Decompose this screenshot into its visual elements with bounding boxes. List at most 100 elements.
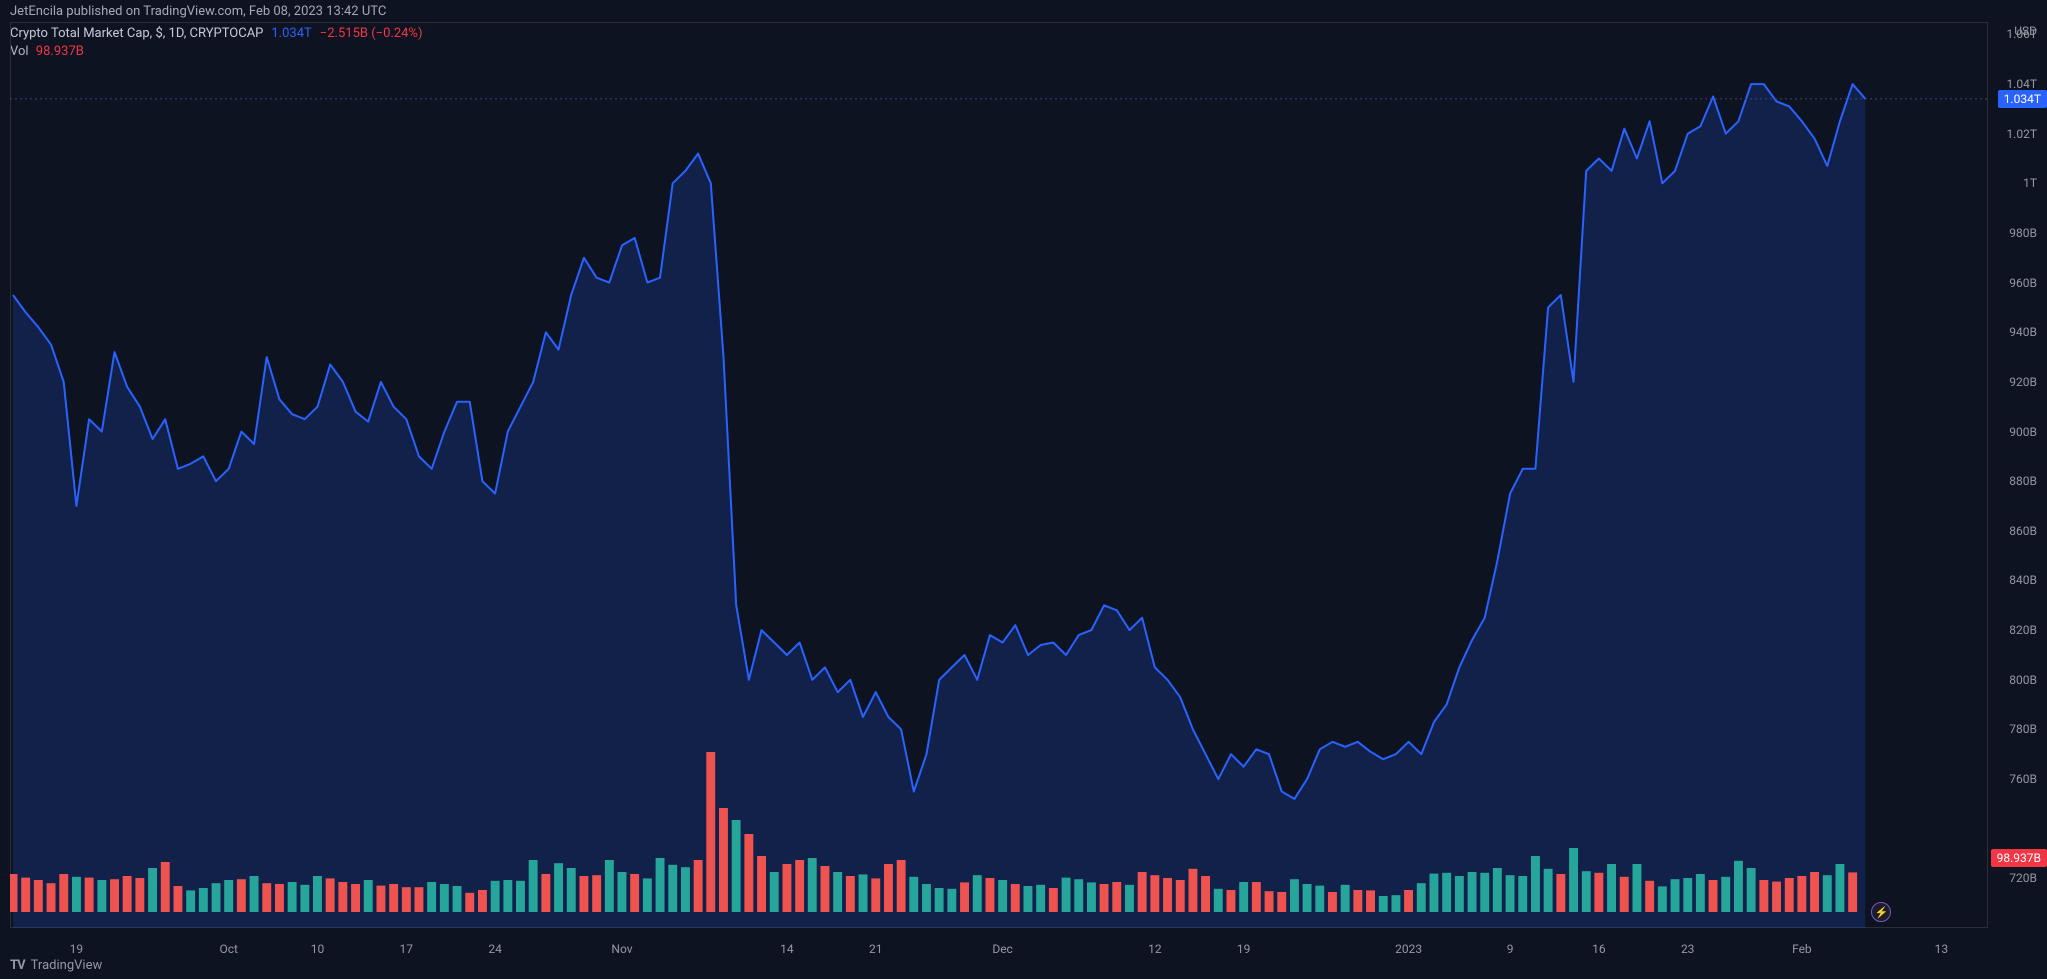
x-tick-label: 19 xyxy=(1237,942,1251,956)
volume-bar xyxy=(567,868,576,912)
y-tick-label: 1.04T xyxy=(2006,77,2037,91)
volume-bar xyxy=(503,880,512,912)
y-tick-label: 900B xyxy=(2009,425,2037,439)
volume-bar xyxy=(1430,874,1439,912)
volume-bar xyxy=(618,872,627,912)
volume-bar xyxy=(681,867,690,912)
volume-bar xyxy=(1620,877,1629,912)
volume-bar xyxy=(859,874,868,912)
volume-bar xyxy=(402,887,411,912)
volume-bar xyxy=(1315,886,1324,912)
volume-bar xyxy=(453,886,462,912)
volume-bar xyxy=(922,884,931,912)
volume-bar xyxy=(110,879,119,912)
volume-bar xyxy=(846,876,855,912)
volume-bar xyxy=(1734,861,1743,912)
volume-bar xyxy=(1721,877,1730,912)
volume-bar xyxy=(554,863,563,912)
volume-bar xyxy=(1290,879,1299,912)
volume-bar xyxy=(871,878,880,912)
y-tick-label: 940B xyxy=(2009,325,2037,339)
volume-bar xyxy=(123,876,132,912)
volume-bar xyxy=(186,890,195,912)
volume-bar xyxy=(199,888,208,912)
volume-bar xyxy=(1696,874,1705,912)
volume-bar xyxy=(770,872,779,912)
x-tick-label: 24 xyxy=(488,942,502,956)
volume-bar xyxy=(694,860,703,912)
volume-bar xyxy=(1366,890,1375,912)
volume-bar xyxy=(605,860,614,912)
x-tick-label: 16 xyxy=(1592,942,1606,956)
volume-bar xyxy=(541,874,550,912)
volume-bar xyxy=(1150,875,1159,912)
volume-bar xyxy=(1100,884,1109,912)
volume-bar xyxy=(1011,884,1020,912)
volume-bar xyxy=(1569,848,1578,912)
volume-bar xyxy=(1455,876,1464,912)
volume-bar xyxy=(212,883,221,912)
volume-bar xyxy=(97,880,106,912)
x-tick-label: 19 xyxy=(70,942,84,956)
volume-bar xyxy=(1506,875,1515,912)
volume-bar xyxy=(1785,878,1794,912)
footer-branding[interactable]: TV TradingView xyxy=(10,958,102,973)
x-tick-label: 21 xyxy=(869,942,883,956)
chart-plot[interactable] xyxy=(10,22,1988,928)
volume-bar xyxy=(148,868,157,912)
volume-bar xyxy=(1265,891,1274,912)
volume-bar xyxy=(1392,895,1401,912)
volume-bar xyxy=(1493,868,1502,912)
volume-bar xyxy=(1328,892,1337,912)
last-price-tag: 1.034T xyxy=(1998,90,2047,108)
volume-bar xyxy=(59,874,68,912)
volume-bar xyxy=(909,877,918,912)
y-tick-label: 980B xyxy=(2009,226,2037,240)
volume-bar xyxy=(1848,872,1857,912)
y-tick-label: 760B xyxy=(2009,772,2037,786)
y-tick-label: 920B xyxy=(2009,375,2037,389)
volume-bar xyxy=(833,872,842,912)
tradingview-label: TradingView xyxy=(31,958,103,973)
volume-bar xyxy=(1772,882,1781,912)
publish-info: JetEncila published on TradingView.com, … xyxy=(10,4,386,19)
volume-bar xyxy=(1176,880,1185,912)
volume-bar xyxy=(1518,876,1527,912)
volume-bar xyxy=(465,893,474,912)
tradingview-logo-icon: TV xyxy=(10,958,25,973)
volume-bar xyxy=(986,878,995,912)
volume-bar xyxy=(326,878,335,912)
volume-bar xyxy=(1442,873,1451,912)
y-tick-label: 860B xyxy=(2009,524,2037,538)
volume-bar xyxy=(1353,890,1362,912)
volume-bar xyxy=(1759,880,1768,912)
volume-bar xyxy=(377,886,386,912)
volume-bar xyxy=(947,889,956,912)
volume-bar xyxy=(1417,883,1426,912)
volume-bar xyxy=(1658,886,1667,912)
volume-bar xyxy=(744,834,753,912)
volume-bar xyxy=(389,884,398,912)
volume-bar xyxy=(364,880,373,912)
x-tick-label: 23 xyxy=(1681,942,1695,956)
volume-bar xyxy=(1036,885,1045,912)
x-tick-label: 13 xyxy=(1935,942,1949,956)
volume-bar xyxy=(34,880,43,912)
volume-bar xyxy=(935,888,944,912)
volume-bar xyxy=(795,860,804,912)
volume-bar xyxy=(313,876,322,912)
volume-bar xyxy=(1823,875,1832,912)
volume-bar xyxy=(1671,879,1680,912)
volume-bar xyxy=(10,874,18,912)
volume-bar xyxy=(757,856,766,912)
volume-bar xyxy=(1797,876,1806,912)
area-fill xyxy=(13,84,1865,928)
volume-bar xyxy=(1607,864,1616,912)
y-tick-label: 1.02T xyxy=(2006,127,2037,141)
volume-bar xyxy=(719,808,728,912)
volume-bar xyxy=(1024,886,1033,912)
volume-bar xyxy=(1252,882,1261,912)
y-tick-label: 800B xyxy=(2009,673,2037,687)
volume-bar xyxy=(1582,871,1591,912)
volume-bar xyxy=(1747,868,1756,912)
